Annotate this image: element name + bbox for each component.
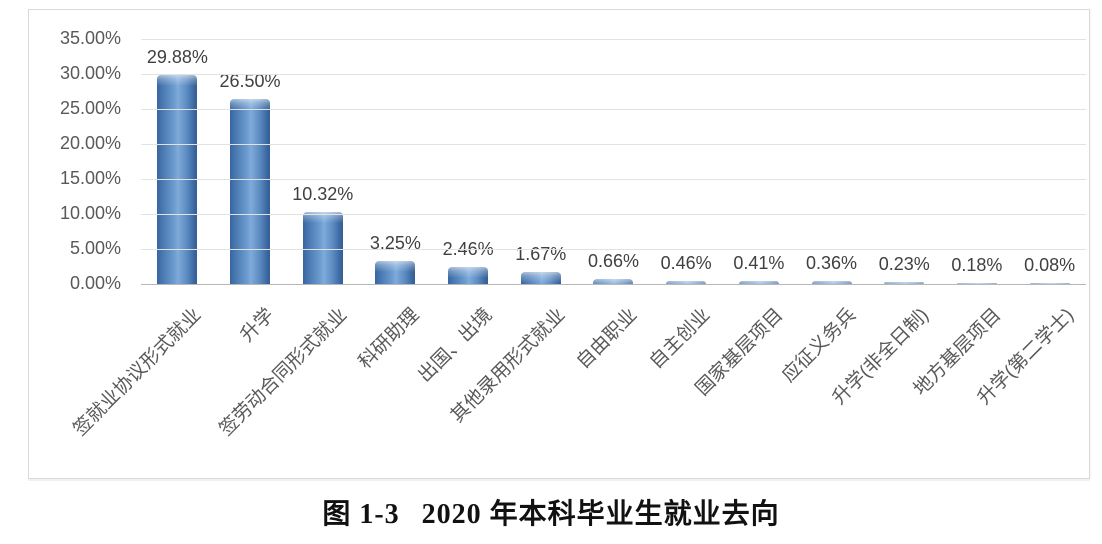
bar [593,279,634,284]
gridline [141,109,1086,110]
figure-title: 2020 年本科毕业生就业去向 [421,499,780,530]
y-axis-labels: 35.00% 30.00% 25.00% 20.00% 15.00% 10.00% 5.00… [29,28,121,293]
gridline [141,144,1086,145]
bar-slot: 1.67% 其他录用形式就业 [447,39,577,427]
bar [738,281,779,284]
bar [956,282,997,284]
category-label: 科研助理 [355,304,424,374]
bar [230,98,271,284]
bar [448,266,489,284]
category-label: 签就业协议形式就业 [69,304,206,441]
bar-slot: 29.88% 签就业协议形式就业 [70,39,214,440]
category-label: 升学 [236,304,279,347]
category-label: 自由职业 [573,304,642,374]
data-label: 0.66% [587,251,639,272]
data-label: 0.36% [806,253,858,274]
bar [302,211,343,284]
gridline [141,179,1086,180]
gridline [141,39,1086,40]
plot-area: 29.88% 签就业协议形式就业 26.50% 升学 10.32% 签劳动合同形式就业 3.… [70,39,1086,441]
bar-slot: 0.18% 地方基层项目 [910,39,1014,400]
bar-slot: 0.36% 应征义务兵 [778,39,868,386]
y-tick-label: 5.00% [69,238,121,259]
chart-caption: 图 1-3 2020 年本科毕业生就业去向 [0,492,1102,532]
bar-slot: 2.46% 出国、出境 [414,39,505,387]
data-label: 3.25% [369,233,421,254]
bar-slot: 0.23% 升学(非全日制) [828,39,941,409]
gridline [141,214,1086,215]
y-tick-label: 35.00% [59,28,121,49]
y-tick-label: 20.00% [59,133,121,154]
chart-frame: 35.00% 30.00% 25.00% 20.00% 15.00% 10.00% 5.00… [28,9,1090,479]
figure-label: 图 1-3 [322,499,400,530]
data-label: 10.32% [292,183,354,204]
data-label: 0.18% [951,254,1003,275]
bar [666,280,707,284]
data-label: 1.67% [515,244,567,265]
bar-slot: 0.41% 国家基层项目 [692,39,796,400]
y-tick-label: 0.00% [69,273,121,294]
category-label: 签劳动合同形式就业 [215,304,352,441]
data-label: 0.41% [733,253,785,274]
bar [375,261,416,284]
gridline [141,249,1086,250]
data-label: 0.46% [660,252,712,273]
bar [884,282,925,284]
x-axis-line [141,284,1086,285]
data-label: 0.23% [878,254,930,275]
data-label: 2.46% [442,238,494,259]
gridline [141,74,1086,75]
data-label: 0.08% [1024,255,1076,276]
y-tick-label: 25.00% [59,98,121,119]
bar-slot: 26.50% 升学 [214,39,287,347]
bar-slot: 0.66% 自由职业 [573,39,650,373]
bar-slot: 10.32% 签劳动合同形式就业 [215,39,359,441]
y-tick-label: 30.00% [59,63,121,84]
columns: 29.88% 签就业协议形式就业 26.50% 升学 10.32% 签劳动合同形式就业 3.… [70,39,1086,441]
bar-slot: 3.25% 科研助理 [355,39,432,373]
data-label: 29.88% [146,46,208,67]
y-tick-label: 10.00% [59,203,121,224]
bar [811,281,852,284]
bar-slot: 0.08% 升学(第二学士) [974,39,1086,408]
bar-slot: 0.46% 自主创业 [646,39,723,373]
data-label: 26.50% [219,70,281,91]
bar [520,272,561,284]
y-tick-label: 15.00% [59,168,121,189]
bar [1029,283,1070,284]
category-label: 自主创业 [645,304,715,374]
